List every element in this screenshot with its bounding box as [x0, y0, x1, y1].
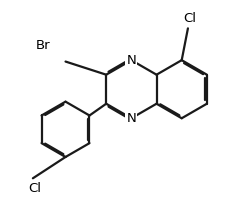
Text: Br: Br: [36, 39, 50, 52]
Text: N: N: [126, 54, 136, 67]
Text: Cl: Cl: [28, 182, 41, 195]
Text: Cl: Cl: [183, 12, 196, 25]
Text: N: N: [126, 112, 136, 125]
